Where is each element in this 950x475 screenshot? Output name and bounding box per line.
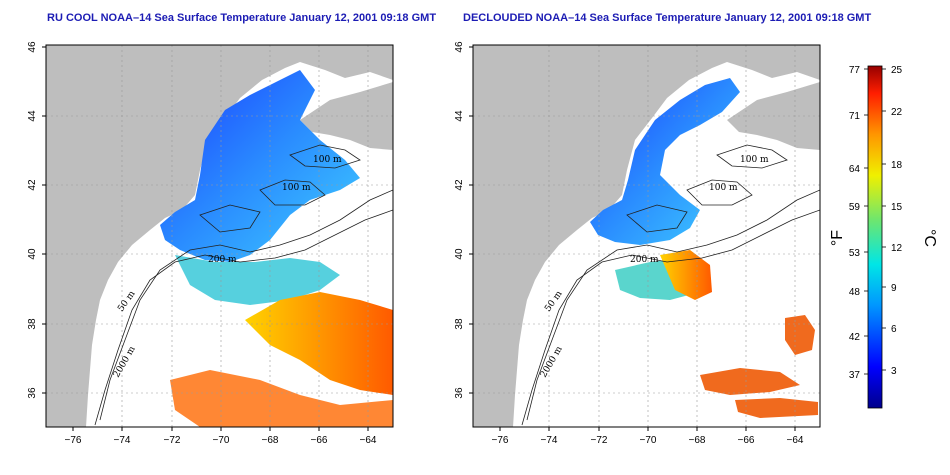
map-right-x-axis: −76 −74 −72 −70 −68 −66 −64	[492, 427, 804, 446]
colorbar-f-tick: 42	[849, 332, 861, 343]
map-left-title: RU COOL NOAA–14 Sea Surface Temperature …	[47, 12, 437, 24]
colorbar-f-tick: 71	[849, 111, 861, 122]
y-tick-label: 44	[27, 110, 38, 122]
colorbar-c-tick: 15	[891, 202, 903, 213]
colorbar-c-tick: 3	[891, 366, 897, 377]
y-tick-label: 44	[454, 110, 465, 122]
contour-label-right-2: 200 m	[630, 255, 659, 265]
x-tick-label: −64	[787, 435, 804, 446]
contour-label-left-0: 100 m	[313, 155, 342, 165]
warm-eddy-patches	[700, 315, 818, 418]
colorbar-c-tick: 6	[891, 324, 897, 335]
y-tick-label: 36	[454, 387, 465, 399]
x-tick-label: −66	[311, 435, 328, 446]
map-left-frame	[45, 44, 394, 428]
map-left-y-axis: 46 44 42 40 38 36	[27, 41, 46, 399]
colorbar-c-tick: 18	[891, 160, 903, 171]
x-tick-label: −70	[213, 435, 230, 446]
x-tick-label: −74	[114, 435, 131, 446]
cold-water-region	[160, 70, 360, 262]
x-tick-label: −76	[492, 435, 509, 446]
colorbar-f-tick: 48	[849, 287, 861, 298]
x-tick-label: −72	[591, 435, 608, 446]
x-tick-label: −70	[640, 435, 657, 446]
y-tick-label: 38	[27, 318, 38, 330]
colorbar: 77 71 64 59 53 48 42 37 25 22 18 15 12 9…	[829, 65, 938, 409]
colorbar-celsius-label: °C	[921, 229, 938, 247]
colorbar-f-tick: 53	[849, 248, 861, 259]
map-left-x-axis: −76 −74 −72 −70 −68 −66 −64	[65, 427, 377, 446]
map-right-y-axis: 46 44 42 40 38 36	[454, 41, 473, 399]
warm-patch	[660, 250, 712, 300]
y-tick-label: 40	[454, 248, 465, 260]
colorbar-c-tick: 12	[891, 243, 903, 254]
land-mass	[46, 45, 393, 427]
colorbar-f-tick: 64	[849, 164, 861, 175]
colorbar-fahrenheit-label: °F	[829, 230, 846, 246]
colorbar-f-tick: 59	[849, 202, 861, 213]
colorbar-c-tick: 25	[891, 65, 903, 76]
map-right-frame	[472, 44, 821, 428]
cloud-streaks	[150, 195, 380, 368]
cold-water-region	[590, 78, 740, 245]
map-left	[46, 45, 393, 427]
x-tick-label: −66	[738, 435, 755, 446]
y-tick-label: 38	[454, 318, 465, 330]
warm-eddy-patches	[170, 370, 393, 427]
contour-label-right-1: 100 m	[709, 183, 738, 193]
slope-water-region	[175, 255, 340, 305]
land-mass	[473, 45, 820, 427]
x-tick-label: −72	[164, 435, 181, 446]
y-tick-label: 40	[27, 248, 38, 260]
contour-label-right-0: 100 m	[740, 155, 769, 165]
x-tick-label: −76	[65, 435, 82, 446]
y-tick-label: 46	[27, 41, 38, 53]
y-tick-label: 46	[454, 41, 465, 53]
y-tick-label: 42	[27, 179, 38, 191]
colorbar-f-tick: 37	[849, 370, 861, 381]
colorbar-f-tick: 77	[849, 65, 861, 76]
colorbar-c-tick: 9	[891, 283, 897, 294]
contour-label-left-2: 200 m	[208, 255, 237, 265]
map-right	[473, 45, 820, 427]
x-tick-label: −68	[689, 435, 706, 446]
colorbar-gradient	[867, 65, 883, 409]
gulf-stream-region	[245, 292, 393, 395]
colorbar-c-tick: 22	[891, 107, 903, 118]
x-tick-label: −74	[541, 435, 558, 446]
x-tick-label: −64	[360, 435, 377, 446]
map-right-title: DECLOUDED NOAA–14 Sea Surface Temperatur…	[463, 12, 872, 24]
x-tick-label: −68	[262, 435, 279, 446]
contour-label-left-1: 100 m	[282, 183, 311, 193]
y-tick-label: 42	[454, 179, 465, 191]
y-tick-label: 36	[27, 387, 38, 399]
